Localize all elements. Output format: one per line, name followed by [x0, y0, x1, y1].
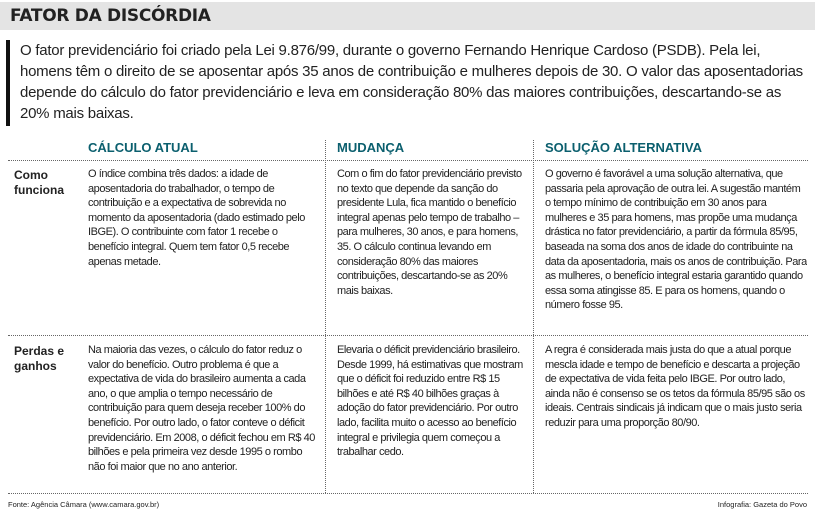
- column-header: SOLUÇÃO ALTERNATIVA: [545, 140, 702, 155]
- row-label: Como funciona: [14, 168, 64, 197]
- cell: O índice combina três dados: a idade de …: [88, 168, 305, 268]
- cell: Elevaria o déficit previdenciário brasil…: [337, 344, 523, 459]
- column-header: CÁLCULO ATUAL: [88, 140, 198, 155]
- row-label: Perdas e ganhos: [14, 344, 65, 373]
- source: Fonte: Agência Câmara (www.camara.gov.br…: [8, 500, 160, 509]
- cell: Com o fim do fator previdenciário previs…: [337, 168, 522, 297]
- divider: [8, 160, 808, 161]
- cell: Na maioria das vezes, o cálculo do fator…: [88, 344, 315, 473]
- intro: O fator previdenciário foi criado pela L…: [6, 40, 806, 126]
- divider: [533, 140, 534, 493]
- divider: [8, 335, 808, 336]
- credit: Infografia: Gazeta do Povo: [717, 500, 807, 509]
- cell: A regra é considerada mais justa do que …: [545, 344, 805, 429]
- title: FATOR DA DISCÓRDIA: [0, 2, 815, 30]
- divider: [325, 140, 326, 493]
- column-header: MUDANÇA: [337, 140, 405, 155]
- divider: [8, 493, 808, 494]
- cell: O governo é favorável a uma solução alte…: [545, 168, 807, 312]
